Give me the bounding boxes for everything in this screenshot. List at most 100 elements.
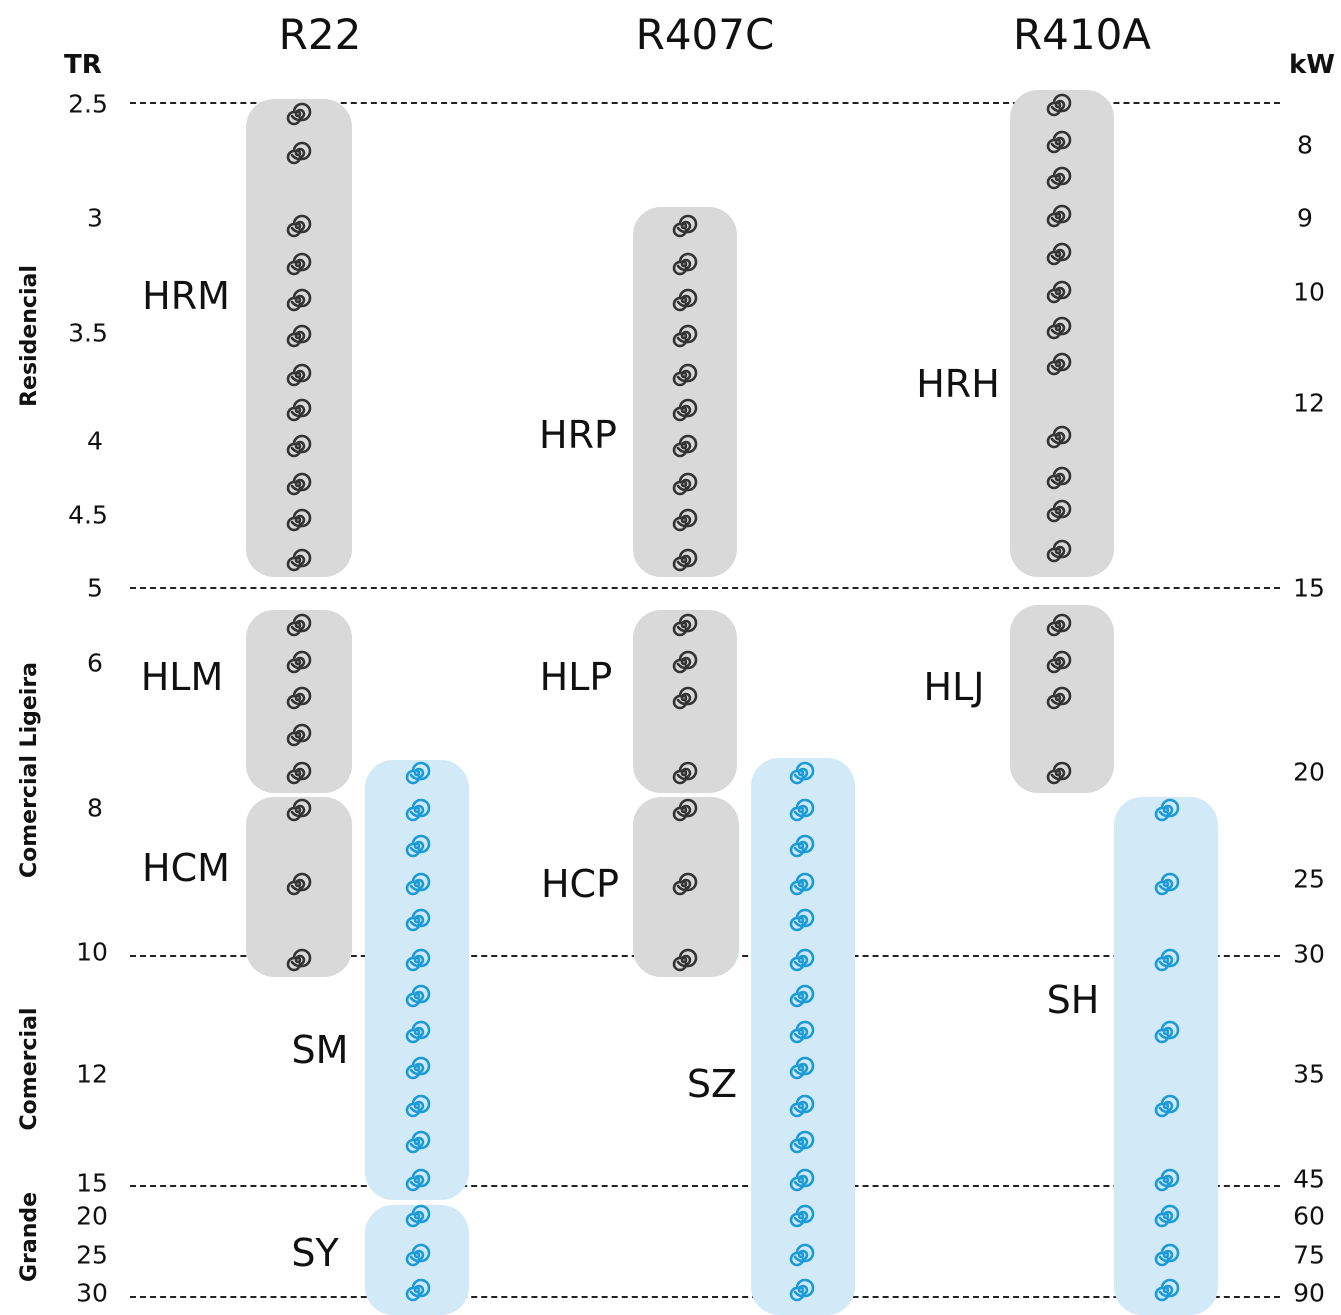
scroll-compressor-icon: [1044, 464, 1072, 492]
scroll-compressor-icon: [284, 470, 312, 498]
scroll-compressor-icon: [403, 1202, 431, 1230]
scroll-compressor-icon: [284, 100, 312, 128]
family-label-hrh: HRH: [916, 362, 1000, 406]
scroll-compressor-icon: [787, 1241, 815, 1269]
scroll-compressor-icon: [787, 982, 815, 1010]
scroll-compressor-icon: [403, 1276, 431, 1304]
scroll-compressor-icon: [670, 684, 698, 712]
scroll-compressor-icon: [1044, 164, 1072, 192]
family-label-sy: SY: [291, 1231, 339, 1275]
tr-tick: 25: [76, 1240, 108, 1270]
kw-tick: 45: [1293, 1164, 1325, 1194]
scroll-compressor-icon: [284, 396, 312, 424]
scroll-compressor-icon: [1044, 423, 1072, 451]
scroll-compressor-icon: [403, 832, 431, 860]
scroll-compressor-icon: [1044, 314, 1072, 342]
family-label-hrp: HRP: [539, 413, 617, 457]
scroll-compressor-icon: [284, 361, 312, 389]
scroll-compressor-icon: [670, 546, 698, 574]
scroll-compressor-icon: [284, 286, 312, 314]
scroll-compressor-icon: [284, 946, 312, 974]
scroll-compressor-icon: [284, 796, 312, 824]
scroll-compressor-icon: [1044, 497, 1072, 525]
scroll-compressor-icon: [787, 759, 815, 787]
scroll-compressor-icon: [284, 546, 312, 574]
tr-tick: 4: [87, 426, 103, 456]
scroll-compressor-icon: [1044, 648, 1072, 676]
segment-grande-label: Grande: [17, 1191, 42, 1283]
scroll-compressor-icon: [403, 1092, 431, 1120]
tr-tick: 3: [87, 203, 103, 233]
scroll-compressor-icon: [1044, 128, 1072, 156]
scroll-compressor-icon: [787, 870, 815, 898]
family-label-hlm: HLM: [140, 655, 224, 699]
tr-axis-label: TR: [64, 50, 102, 80]
scroll-compressor-icon: [403, 1128, 431, 1156]
boundary-line: [130, 1296, 1280, 1298]
scroll-compressor-icon: [1044, 202, 1072, 230]
scroll-compressor-icon: [284, 250, 312, 278]
refrigerant-r22-header: R22: [278, 10, 362, 59]
kw-tick: 20: [1293, 757, 1325, 787]
scroll-compressor-icon: [670, 286, 698, 314]
scroll-compressor-icon: [284, 322, 312, 350]
kw-tick: 10: [1293, 277, 1325, 307]
scroll-compressor-icon: [1152, 1276, 1180, 1304]
family-label-hcm: HCM: [142, 846, 230, 890]
scroll-compressor-icon: [1044, 684, 1072, 712]
scroll-compressor-icon: [787, 796, 815, 824]
scroll-compressor-icon: [1044, 611, 1072, 639]
tr-tick: 5: [87, 573, 103, 603]
scroll-compressor-icon: [787, 1128, 815, 1156]
scroll-compressor-icon: [670, 870, 698, 898]
segment-comercial-label: Comercial: [17, 1007, 42, 1131]
tr-tick: 4.5: [68, 500, 108, 530]
family-label-sh: SH: [1046, 978, 1100, 1022]
kw-tick: 9: [1297, 203, 1313, 233]
scroll-compressor-icon: [1044, 240, 1072, 268]
scroll-compressor-icon: [403, 796, 431, 824]
kw-tick: 35: [1293, 1059, 1325, 1089]
kw-tick: 30: [1293, 939, 1325, 969]
tr-tick: 20: [76, 1201, 108, 1231]
scroll-compressor-icon: [403, 1054, 431, 1082]
scroll-compressor-icon: [670, 648, 698, 676]
tr-tick: 15: [76, 1168, 108, 1198]
scroll-compressor-icon: [1152, 946, 1180, 974]
scroll-compressor-icon: [403, 759, 431, 787]
scroll-compressor-icon: [670, 470, 698, 498]
family-box-sh: [1114, 797, 1218, 1315]
scroll-compressor-icon: [403, 982, 431, 1010]
tr-tick: 6: [87, 648, 103, 678]
boundary-line: [130, 102, 1280, 104]
scroll-compressor-icon: [670, 361, 698, 389]
scroll-compressor-icon: [1152, 1166, 1180, 1194]
scroll-compressor-icon: [284, 611, 312, 639]
scroll-compressor-icon: [670, 250, 698, 278]
scroll-compressor-icon: [670, 796, 698, 824]
tr-tick: 30: [76, 1278, 108, 1308]
scroll-compressor-icon: [670, 432, 698, 460]
scroll-compressor-icon: [284, 506, 312, 534]
tr-tick: 8: [87, 793, 103, 823]
boundary-line: [130, 587, 1280, 589]
scroll-compressor-icon: [284, 721, 312, 749]
kw-tick: 12: [1293, 388, 1325, 418]
scroll-compressor-icon: [787, 1092, 815, 1120]
family-label-hcp: HCP: [540, 862, 620, 906]
scroll-compressor-icon: [1044, 537, 1072, 565]
scroll-compressor-icon: [787, 906, 815, 934]
boundary-line: [130, 1185, 1280, 1187]
scroll-compressor-icon: [1152, 1092, 1180, 1120]
scroll-compressor-icon: [787, 1166, 815, 1194]
kw-tick: 25: [1293, 864, 1325, 894]
family-box-sm: [365, 760, 469, 1200]
scroll-compressor-icon: [787, 1018, 815, 1046]
scroll-compressor-icon: [1044, 278, 1072, 306]
scroll-compressor-icon: [284, 432, 312, 460]
scroll-compressor-icon: [284, 648, 312, 676]
scroll-compressor-icon: [403, 870, 431, 898]
segment-comercial-ligeira-label: Comercial Ligeira: [17, 661, 42, 879]
scroll-compressor-icon: [1152, 796, 1180, 824]
